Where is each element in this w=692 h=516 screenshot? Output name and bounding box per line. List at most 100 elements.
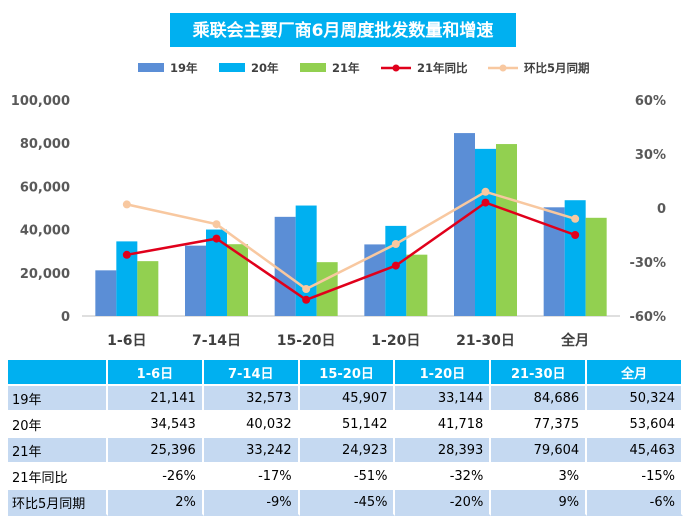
bar-19年 bbox=[364, 244, 386, 316]
legend-label: 19年 bbox=[170, 61, 198, 75]
legend-label: 21年 bbox=[332, 61, 360, 75]
legend-swatch bbox=[300, 63, 326, 72]
table-cell: -45% bbox=[299, 488, 396, 516]
table-cell: 79,604 bbox=[491, 436, 588, 462]
bar-21年 bbox=[585, 217, 607, 316]
table-cell: 33,144 bbox=[395, 384, 492, 410]
x-axis-labels: 1-6日 7-14日 15-20日 1-20日 21-30日 全月 bbox=[107, 332, 589, 349]
table-cell: -15% bbox=[587, 462, 683, 488]
table-cell: -26% bbox=[108, 462, 204, 488]
x-axis-tick-label: 1-20日 bbox=[371, 333, 420, 349]
left-axis-tick-label: 80,000 bbox=[20, 137, 70, 152]
table-cell: 45,907 bbox=[299, 384, 396, 410]
left-axis-tick-label: 20,000 bbox=[20, 267, 70, 282]
bar-19年 bbox=[454, 133, 475, 316]
row-label: 21年 bbox=[8, 436, 108, 462]
data-table: 1-6日 7-14日 15-20日 1-20日 21-30日 全月 19年 21… bbox=[8, 360, 683, 516]
legend-swatch bbox=[138, 63, 164, 72]
table-cell: 28,393 bbox=[395, 436, 492, 462]
point-环比5月同期 bbox=[391, 240, 400, 248]
point-21年同比 bbox=[481, 198, 490, 207]
table-cell: 50,324 bbox=[587, 384, 683, 410]
table-header-cell bbox=[8, 360, 108, 384]
bar-21年 bbox=[496, 144, 517, 316]
table-cell: 33,242 bbox=[203, 436, 300, 462]
table-header-row: 1-6日 7-14日 15-20日 1-20日 21-30日 全月 bbox=[8, 360, 683, 384]
lines bbox=[122, 187, 580, 304]
left-axis-tick-label: 40,000 bbox=[20, 224, 70, 239]
table-row: 环比5月同期 2% -9% -45% -20% 9% -6% bbox=[8, 488, 683, 516]
right-axis-tick-label: 60% bbox=[635, 94, 666, 109]
table-header-cell: 7-14日 bbox=[203, 360, 300, 384]
table-header-cell: 1-20日 bbox=[395, 360, 492, 384]
table-row: 19年 21,141 32,573 45,907 33,144 84,686 5… bbox=[8, 384, 683, 410]
table-header-cell: 15-20日 bbox=[299, 360, 396, 384]
bar-20年 bbox=[564, 200, 586, 316]
table-cell: 41,718 bbox=[395, 410, 492, 436]
right-axis-tick-label: 30% bbox=[635, 148, 666, 163]
point-环比5月同期 bbox=[481, 187, 490, 196]
chart: 乘联会主要厂商6月周度批发数量和增速 19年 20年 21年 21年同比 环比5月同期 … bbox=[11, 13, 666, 349]
table-cell: 2% bbox=[108, 488, 204, 516]
legend: 19年 20年 21年 21年同比 环比5月同期 bbox=[138, 61, 590, 75]
table-cell: 51,142 bbox=[299, 410, 396, 436]
bar-19年 bbox=[274, 216, 296, 316]
point-21年同比 bbox=[122, 250, 131, 259]
left-axis-tick-label: 100,000 bbox=[11, 94, 70, 109]
table-cell: 34,543 bbox=[108, 410, 204, 436]
point-21年同比 bbox=[571, 231, 580, 239]
table-row: 21年 25,396 33,242 24,923 28,393 79,604 4… bbox=[8, 436, 683, 462]
bars bbox=[95, 133, 607, 316]
table-cell: 32,573 bbox=[203, 384, 300, 410]
title-background bbox=[170, 13, 516, 47]
table-cell: 45,463 bbox=[587, 436, 683, 462]
table-header-cell: 全月 bbox=[587, 360, 683, 384]
table-header-cell: 1-6日 bbox=[108, 360, 204, 384]
left-axis-tick-label: 60,000 bbox=[20, 180, 70, 195]
table-cell: 77,375 bbox=[491, 410, 588, 436]
bar-20年 bbox=[116, 241, 138, 316]
table-cell: 40,032 bbox=[203, 410, 300, 436]
table-row: 20年 34,543 40,032 51,142 41,718 77,375 5… bbox=[8, 410, 683, 436]
row-label: 环比5月同期 bbox=[8, 488, 108, 516]
table-cell: -20% bbox=[395, 488, 492, 516]
table-cell: 84,686 bbox=[491, 384, 588, 410]
point-21年同比 bbox=[212, 234, 221, 243]
point-环比5月同期 bbox=[571, 214, 580, 223]
x-axis-tick-label: 7-14日 bbox=[192, 333, 241, 349]
table-header-cell: 21-30日 bbox=[491, 360, 588, 384]
bar-21年 bbox=[406, 254, 428, 316]
table-cell: 24,923 bbox=[299, 436, 396, 462]
x-axis-tick-label: 1-6日 bbox=[107, 333, 146, 349]
table-cell: 3% bbox=[491, 462, 588, 488]
legend-label: 环比5月同期 bbox=[524, 61, 590, 75]
bar-19年 bbox=[543, 207, 565, 316]
legend-swatch bbox=[219, 63, 245, 72]
x-axis-tick-label: 全月 bbox=[560, 332, 589, 349]
right-axis-tick-label: 0 bbox=[657, 202, 666, 217]
point-21年同比 bbox=[302, 295, 311, 304]
table-cell: -9% bbox=[203, 488, 300, 516]
table-row: 21年同比 -26% -17% -51% -32% 3% -15% bbox=[8, 462, 683, 488]
legend-label: 21年同比 bbox=[417, 61, 468, 75]
bar-19年 bbox=[95, 270, 117, 316]
legend-marker bbox=[499, 64, 507, 72]
table-cell: -51% bbox=[299, 462, 396, 488]
line-环比5月同期 bbox=[126, 190, 576, 291]
point-环比5月同期 bbox=[212, 220, 221, 229]
right-axis-tick-label: -30% bbox=[629, 256, 666, 271]
point-21年同比 bbox=[391, 261, 400, 270]
table-cell: -6% bbox=[587, 488, 683, 516]
row-label: 19年 bbox=[8, 384, 108, 410]
bar-20年 bbox=[206, 229, 227, 316]
table-cell: 53,604 bbox=[587, 410, 683, 436]
bar-21年 bbox=[227, 244, 248, 316]
point-环比5月同期 bbox=[122, 200, 131, 209]
line-21年同比 bbox=[126, 201, 576, 302]
table-cell: -32% bbox=[395, 462, 492, 488]
row-label: 21年同比 bbox=[8, 462, 108, 488]
left-axis-tick-label: 0 bbox=[61, 310, 70, 325]
point-环比5月同期 bbox=[302, 285, 311, 293]
bar-20年 bbox=[475, 148, 496, 316]
legend-label: 20年 bbox=[251, 61, 279, 75]
